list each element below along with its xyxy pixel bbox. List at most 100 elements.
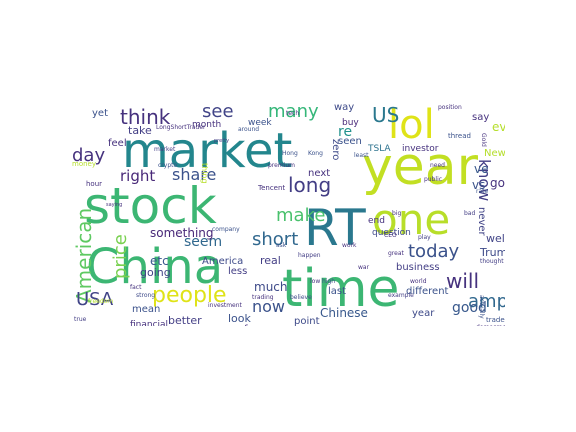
cloud-word: saying bbox=[106, 202, 123, 208]
cloud-word: business bbox=[396, 262, 440, 273]
cloud-word: look bbox=[228, 312, 251, 325]
cloud-word: make bbox=[276, 205, 326, 226]
cloud-word: better bbox=[168, 314, 202, 326]
cloud-word: one bbox=[372, 195, 451, 244]
cloud-word: CEO bbox=[384, 232, 397, 239]
word-cloud: market stock China time year lol RT one people ma… bbox=[72, 103, 505, 326]
cloud-word: thing bbox=[200, 163, 209, 184]
cloud-word: yet bbox=[92, 108, 108, 119]
cloud-word: buy bbox=[342, 118, 359, 128]
cloud-word: world bbox=[410, 278, 427, 285]
cloud-word: tech bbox=[286, 110, 300, 117]
cloud-word: price bbox=[110, 234, 131, 279]
cloud-word: investor bbox=[402, 144, 439, 154]
cloud-word: low bbox=[310, 278, 321, 285]
cloud-word: think bbox=[120, 105, 171, 129]
cloud-word: example bbox=[388, 292, 414, 299]
cloud-word: great bbox=[388, 250, 404, 257]
cloud-word: zero bbox=[330, 139, 341, 161]
cloud-word: US bbox=[372, 103, 400, 127]
cloud-word: day bbox=[72, 145, 106, 166]
cloud-word: right bbox=[120, 167, 156, 185]
cloud-word: seen bbox=[338, 136, 362, 147]
cloud-word: believe bbox=[290, 294, 312, 301]
cloud-word: ask bbox=[276, 242, 287, 249]
cloud-word: different bbox=[406, 286, 449, 297]
cloud-word: America bbox=[202, 256, 244, 267]
cloud-word: something bbox=[150, 226, 214, 240]
cloud-word: true bbox=[74, 316, 87, 323]
cloud-word: TSLA bbox=[368, 144, 391, 154]
cloud-word: money bbox=[72, 160, 96, 168]
cloud-word: short bbox=[252, 229, 299, 250]
cloud-word: Kong bbox=[308, 150, 323, 157]
cloud-word: LongShortTrader bbox=[156, 124, 206, 131]
cloud-word: see bbox=[202, 103, 234, 122]
cloud-word: market bbox=[154, 146, 176, 153]
cloud-word: people bbox=[152, 283, 227, 308]
cloud-word: thought bbox=[480, 258, 504, 265]
cloud-word: democracy bbox=[476, 325, 505, 327]
cloud-word: end bbox=[368, 216, 385, 226]
cloud-word: lol bbox=[388, 103, 435, 148]
cloud-word: RT bbox=[304, 199, 366, 257]
cloud-word: hour bbox=[86, 180, 103, 188]
cloud-word: company bbox=[212, 226, 240, 233]
cloud-word: say bbox=[472, 112, 490, 123]
cloud-word: week bbox=[248, 118, 272, 128]
cloud-word: real bbox=[260, 254, 281, 267]
cloud-word: New bbox=[484, 148, 505, 159]
cloud-word: Chinese bbox=[320, 306, 368, 320]
cloud-word: high bbox=[322, 278, 336, 285]
cloud-word: actually bbox=[478, 295, 485, 319]
cloud-word: much bbox=[254, 280, 288, 294]
cloud-word: premium bbox=[268, 162, 295, 169]
cloud-word: going bbox=[140, 266, 171, 279]
cloud-word: Hong bbox=[282, 150, 298, 157]
cloud-word: need bbox=[430, 162, 445, 169]
cloud-word: fact bbox=[130, 284, 142, 291]
cloud-word: today bbox=[408, 241, 460, 262]
cloud-word: even bbox=[492, 120, 505, 134]
cloud-word: trading bbox=[252, 294, 274, 301]
cloud-word: China bbox=[86, 239, 224, 295]
cloud-word: Trump bbox=[480, 246, 505, 259]
cloud-word: feel bbox=[108, 138, 127, 149]
cloud-word: stock bbox=[84, 177, 217, 235]
cloud-word: way bbox=[334, 103, 355, 113]
cloud-word: share bbox=[172, 165, 217, 184]
cloud-word: work bbox=[342, 242, 357, 249]
cloud-word: freedom bbox=[88, 298, 114, 305]
cloud-word: rate bbox=[476, 188, 489, 195]
cloud-word: vs bbox=[472, 178, 486, 192]
cloud-word: big bbox=[392, 210, 402, 217]
cloud-word: pretty bbox=[214, 138, 230, 144]
cloud-word: happen bbox=[298, 252, 321, 259]
cloud-word: time bbox=[282, 259, 400, 319]
cloud-word: market bbox=[122, 123, 293, 179]
cloud-word: good bbox=[452, 300, 487, 316]
cloud-word: last bbox=[328, 286, 347, 297]
cloud-word: point bbox=[294, 316, 320, 327]
cloud-word: mean bbox=[132, 304, 161, 315]
cloud-word: thread bbox=[448, 132, 471, 140]
cloud-word: financial bbox=[130, 320, 169, 327]
cloud-word: amp bbox=[468, 291, 505, 312]
cloud-word: less bbox=[228, 266, 248, 277]
cloud-word: next bbox=[308, 168, 331, 179]
cloud-word: long bbox=[288, 173, 332, 197]
cloud-word: position bbox=[438, 104, 462, 111]
cloud-word: Tencent bbox=[258, 184, 286, 192]
cloud-word: USA bbox=[76, 289, 114, 310]
cloud-word: well bbox=[486, 232, 505, 245]
cloud-word: crypto bbox=[158, 162, 178, 169]
cloud-word: play bbox=[418, 234, 431, 241]
cloud-word: question bbox=[372, 228, 411, 238]
cloud-word: many bbox=[268, 103, 319, 122]
cloud-word: month bbox=[192, 120, 222, 130]
cloud-word: go bbox=[490, 176, 505, 190]
cloud-word: take bbox=[128, 124, 152, 137]
cloud-word: ve bbox=[474, 162, 489, 176]
cloud-word: war bbox=[358, 264, 370, 271]
cloud-word: far bbox=[244, 325, 258, 327]
